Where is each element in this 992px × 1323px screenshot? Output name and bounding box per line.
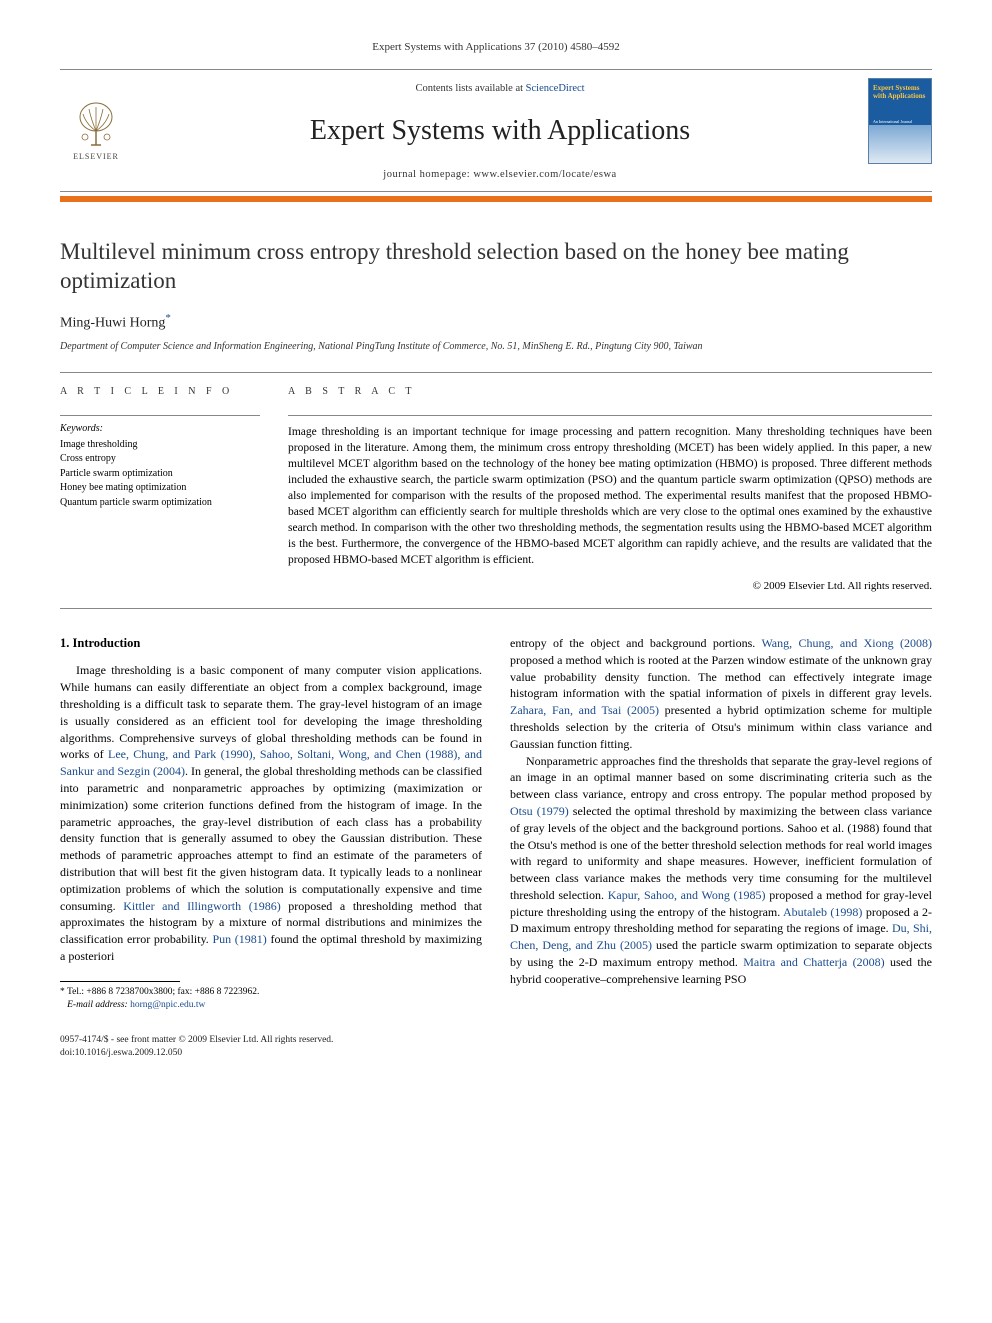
tel-label: Tel.: (67, 987, 86, 997)
citation-link[interactable]: Kittler and Illingworth (1986) (123, 899, 280, 913)
divider (60, 608, 932, 609)
body-para: Image thresholding is a basic component … (60, 662, 482, 964)
masthead-center: Contents lists available at ScienceDirec… (140, 78, 860, 191)
journal-cover-thumb: Expert Systems with Applications An Inte… (868, 78, 932, 191)
homepage-url: www.elsevier.com/locate/eswa (473, 169, 616, 180)
cover-subtitle: An International Journal (873, 119, 912, 125)
sciencedirect-link[interactable]: ScienceDirect (526, 83, 585, 94)
body-para: entropy of the object and background por… (510, 635, 932, 753)
running-header: Expert Systems with Applications 37 (201… (60, 40, 932, 55)
page-footer: 0957-4174/$ - see front matter © 2009 El… (60, 1034, 932, 1060)
article-info-head: A R T I C L E I N F O (60, 385, 260, 399)
doi-line: doi:10.1016/j.eswa.2009.12.050 (60, 1047, 932, 1060)
citation-link[interactable]: Kapur, Sahoo, and Wong (1985) (608, 888, 766, 902)
publisher-name: ELSEVIER (73, 151, 119, 162)
contents-line: Contents lists available at ScienceDirec… (140, 82, 860, 97)
info-abstract-row: A R T I C L E I N F O Keywords: Image th… (60, 373, 932, 608)
article-title: Multilevel minimum cross entropy thresho… (60, 238, 932, 296)
homepage-label: journal homepage: (383, 169, 473, 180)
fax-label: ; fax: (172, 987, 194, 997)
abstract-copyright: © 2009 Elsevier Ltd. All rights reserved… (288, 579, 932, 594)
column-right: entropy of the object and background por… (510, 635, 932, 1012)
cover-title: Expert Systems with Applications (873, 85, 927, 100)
abstract: A B S T R A C T Image thresholding is an… (288, 385, 932, 594)
body-columns: 1. Introduction Image thresholding is a … (60, 635, 932, 1012)
article-info: A R T I C L E I N F O Keywords: Image th… (60, 385, 260, 594)
citation-link[interactable]: Zahara, Fan, and Tsai (2005) (510, 703, 659, 717)
email-label: E-mail address: (67, 1000, 130, 1010)
masthead: ELSEVIER Contents lists available at Sci… (60, 69, 932, 192)
author-name: Ming-Huwi Horng (60, 316, 165, 331)
text-run: . In general, the global thresholding me… (60, 764, 482, 912)
elsevier-tree-icon (71, 99, 121, 149)
keyword: Particle swarm optimization (60, 467, 260, 482)
abstract-head: A B S T R A C T (288, 385, 932, 399)
homepage-line: journal homepage: www.elsevier.com/locat… (140, 168, 860, 183)
text-run: entropy of the object and background por… (510, 636, 761, 650)
keyword: Cross entropy (60, 452, 260, 467)
divider (60, 415, 260, 416)
section-head: 1. Introduction (60, 635, 482, 653)
affiliation: Department of Computer Science and Infor… (60, 340, 932, 354)
divider (288, 415, 932, 416)
corresp-mark: * (165, 312, 171, 324)
column-left: 1. Introduction Image thresholding is a … (60, 635, 482, 1012)
contents-prefix: Contents lists available at (415, 83, 525, 94)
journal-name: Expert Systems with Applications (140, 111, 860, 150)
keyword: Image thresholding (60, 438, 260, 453)
citation-link[interactable]: Pun (1981) (212, 932, 266, 946)
publisher-logo: ELSEVIER (60, 78, 132, 191)
accent-bar (60, 196, 932, 202)
citation-link[interactable]: Wang, Chung, and Xiong (2008) (761, 636, 932, 650)
footnote-separator (60, 981, 180, 982)
citation-link[interactable]: Abutaleb (1998) (783, 905, 862, 919)
citation-link[interactable]: Otsu (1979) (510, 804, 569, 818)
author-line: Ming-Huwi Horng* (60, 311, 932, 333)
text-run: proposed a method which is rooted at the… (510, 653, 932, 701)
abstract-text: Image thresholding is an important techn… (288, 424, 932, 569)
body-para: Nonparametric approaches find the thresh… (510, 753, 932, 988)
fax-value: +886 8 7223962. (195, 987, 260, 997)
keywords-label: Keywords: (60, 422, 260, 436)
corresp-footnote: * Tel.: +886 8 7238700x3800; fax: +886 8… (60, 986, 482, 1013)
keyword: Quantum particle swarm optimization (60, 496, 260, 511)
email-link[interactable]: horng@npic.edu.tw (130, 1000, 205, 1010)
front-matter-line: 0957-4174/$ - see front matter © 2009 El… (60, 1034, 932, 1047)
keyword: Honey bee mating optimization (60, 481, 260, 496)
text-run: Nonparametric approaches find the thresh… (510, 754, 932, 802)
keywords-list: Image thresholding Cross entropy Particl… (60, 438, 260, 511)
tel-value: +886 8 7238700x3800 (86, 987, 172, 997)
citation-link[interactable]: Maitra and Chatterja (2008) (743, 955, 884, 969)
footnote-mark: * (60, 987, 65, 997)
